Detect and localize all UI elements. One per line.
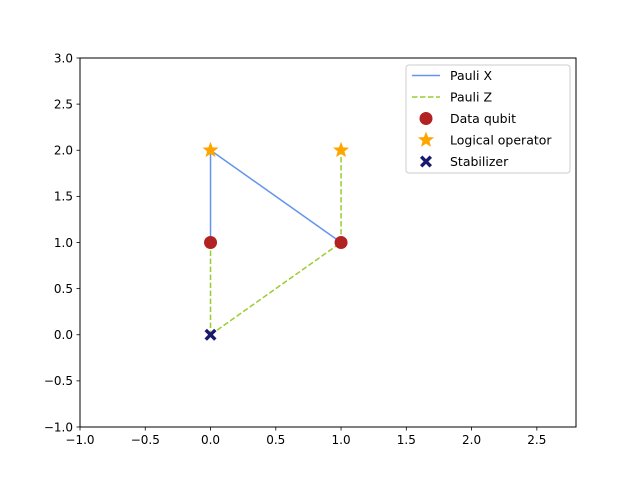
x-tick-label: −0.5 bbox=[131, 433, 160, 447]
legend-pauli-z-label: Pauli Z bbox=[450, 90, 492, 105]
legend-stabilizer-label: Stabilizer bbox=[450, 154, 509, 169]
y-tick-label: 2.5 bbox=[54, 97, 73, 111]
y-tick-label: 1.5 bbox=[54, 190, 73, 204]
pauli-z-segment bbox=[210, 241, 342, 336]
x-tick-label: 2.5 bbox=[527, 433, 546, 447]
pauli-x-segment bbox=[210, 149, 342, 244]
data-qubit-marker bbox=[334, 236, 348, 249]
y-tick-label: 1.0 bbox=[54, 236, 73, 250]
legend-stabilizer-swatch bbox=[420, 155, 432, 168]
axes: −1.0 −0.5 0.0 0.5 1.0 1.5 2.0 2.5 −1.0 −0.5 0.0 0.5… bbox=[44, 51, 577, 447]
x-tick-label: 1.0 bbox=[332, 433, 351, 447]
y-tick-label: 3.0 bbox=[54, 51, 73, 65]
legend-logical-operator-swatch bbox=[417, 131, 435, 147]
y-tick-label: 0.0 bbox=[54, 328, 73, 342]
y-tick-label: 2.0 bbox=[54, 144, 73, 158]
legend: Pauli X Pauli Z Data qubit Logical operator… bbox=[405, 64, 571, 174]
legend-logical-operator-label: Logical operator bbox=[450, 133, 552, 148]
legend-data-qubit-label: Data qubit bbox=[450, 111, 516, 126]
plot-area bbox=[202, 141, 350, 341]
logical-operator-marker bbox=[202, 141, 219, 158]
y-tick-label: −1.0 bbox=[44, 420, 73, 434]
legend-data-qubit-swatch bbox=[419, 112, 433, 125]
y-tick-label: 0.5 bbox=[54, 282, 73, 296]
data-qubit-marker bbox=[204, 236, 218, 249]
x-tick-label: 0.5 bbox=[266, 433, 285, 447]
x-tick-label: 0.0 bbox=[201, 433, 220, 447]
x-tick-label: 1.5 bbox=[397, 433, 416, 447]
y-tick-label: −0.5 bbox=[44, 374, 73, 388]
legend-pauli-x-label: Pauli X bbox=[450, 68, 492, 83]
stabilizer-marker bbox=[204, 328, 217, 341]
legend-box bbox=[405, 64, 571, 174]
logical-operator-marker bbox=[332, 141, 350, 158]
x-tick-label: −1.0 bbox=[65, 433, 94, 447]
x-tick-label: 2.0 bbox=[462, 433, 481, 447]
